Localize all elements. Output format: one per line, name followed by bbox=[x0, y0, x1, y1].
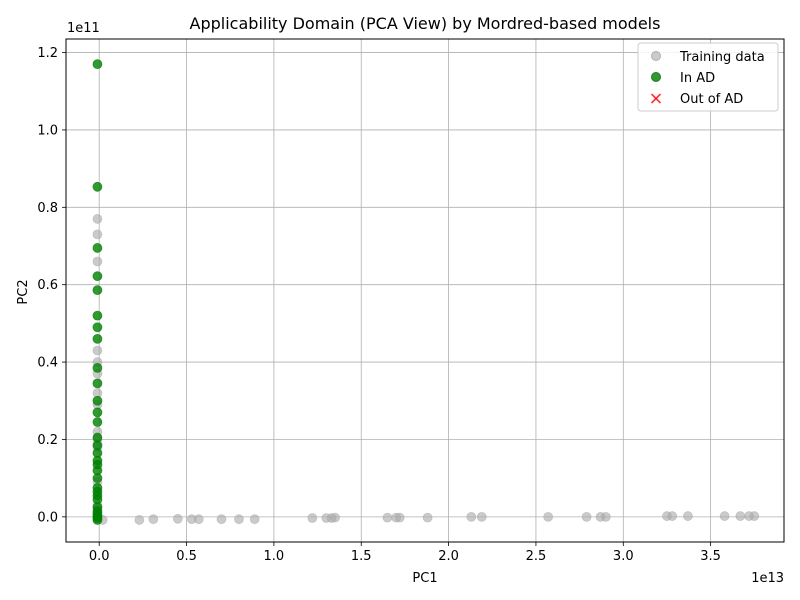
x-tick-label: 3.0 bbox=[613, 549, 634, 564]
legend-box bbox=[637, 42, 779, 112]
training-data-point bbox=[543, 511, 554, 522]
training-data-point bbox=[667, 511, 678, 521]
training-data-point bbox=[134, 515, 145, 525]
x-tick-label: 2.5 bbox=[526, 549, 547, 564]
legend-marker-in-ad bbox=[651, 72, 661, 82]
x-tick-label: 3.5 bbox=[700, 549, 721, 564]
training-data-point bbox=[382, 512, 393, 523]
in-ad-point bbox=[92, 333, 103, 344]
in-ad-point bbox=[92, 473, 103, 484]
legend-label-in-ad: In AD bbox=[680, 71, 715, 86]
in-ad-point bbox=[92, 417, 103, 427]
y-tick-label: 1.2 bbox=[37, 46, 58, 61]
training-data-point bbox=[92, 229, 103, 240]
in-ad-point bbox=[92, 407, 103, 418]
legend-label-out-of-ad: Out of AD bbox=[680, 92, 743, 107]
y-tick-label: 0.2 bbox=[37, 433, 58, 448]
x-tick-label: 1.0 bbox=[264, 549, 285, 564]
training-data-point bbox=[581, 511, 592, 522]
x-offset-text: 1e13 bbox=[751, 571, 784, 586]
x-tick-label: 1.5 bbox=[351, 549, 372, 564]
training-data-point bbox=[216, 514, 227, 525]
chart-title: Applicability Domain (PCA View) by Mordr… bbox=[190, 14, 661, 33]
legend: Training data In AD Out of AD bbox=[637, 42, 779, 112]
training-data-point bbox=[148, 514, 159, 525]
y-tick-label: 1.0 bbox=[37, 123, 58, 138]
in-ad-point bbox=[92, 378, 103, 389]
x-tick-label: 0.5 bbox=[176, 549, 197, 564]
in-ad-point bbox=[92, 181, 103, 192]
training-data-point bbox=[600, 511, 611, 522]
training-data-point bbox=[466, 511, 477, 522]
in-ad-point bbox=[92, 59, 103, 70]
axis-ticks: 0.0 0.5 1.0 1.5 2.0 2.5 3.0 3.5 0.0 0.2 0.4 0.6 0.8 1… bbox=[37, 46, 721, 564]
training-data-point bbox=[307, 513, 318, 523]
y-axis-label: PC2 bbox=[16, 279, 31, 304]
legend-label-training: Training data bbox=[679, 50, 765, 65]
training-data-point bbox=[92, 345, 103, 356]
in-ad-point bbox=[92, 395, 103, 406]
y-offset-text: 1e11 bbox=[67, 21, 100, 36]
x-tick-label: 2.0 bbox=[438, 549, 459, 564]
training-data-point bbox=[719, 511, 730, 521]
in-ad-point bbox=[92, 515, 103, 525]
x-axis-label: PC1 bbox=[412, 571, 437, 586]
training-data-point bbox=[330, 512, 340, 523]
training-data-point bbox=[476, 511, 487, 522]
training-data-point bbox=[172, 513, 183, 524]
in-ad-point bbox=[92, 310, 103, 321]
training-data-point bbox=[193, 514, 204, 525]
in-ad-point bbox=[92, 322, 103, 333]
training-data-point bbox=[683, 511, 693, 521]
y-tick-label: 0.6 bbox=[37, 278, 58, 293]
training-data-point bbox=[234, 514, 244, 525]
y-tick-label: 0.4 bbox=[37, 356, 58, 371]
training-data-point bbox=[394, 512, 405, 523]
data-points bbox=[92, 59, 760, 525]
legend-marker-out-of-ad bbox=[650, 93, 662, 104]
in-ad-point bbox=[92, 362, 103, 373]
training-data-point bbox=[92, 214, 103, 224]
plot-frame bbox=[65, 38, 785, 543]
training-data-point bbox=[749, 511, 760, 521]
grid bbox=[66, 39, 784, 542]
x-tick-label: 0.0 bbox=[89, 549, 110, 564]
in-ad-point bbox=[92, 271, 103, 282]
y-tick-label: 0.8 bbox=[37, 201, 58, 216]
training-data-point bbox=[735, 511, 746, 521]
training-data-point bbox=[92, 256, 103, 267]
in-ad-point bbox=[92, 285, 103, 296]
in-ad-point bbox=[92, 243, 103, 253]
training-data-point bbox=[249, 514, 260, 525]
training-data-point bbox=[422, 512, 433, 523]
legend-marker-training bbox=[651, 51, 661, 61]
y-tick-label: 0.0 bbox=[37, 510, 58, 525]
